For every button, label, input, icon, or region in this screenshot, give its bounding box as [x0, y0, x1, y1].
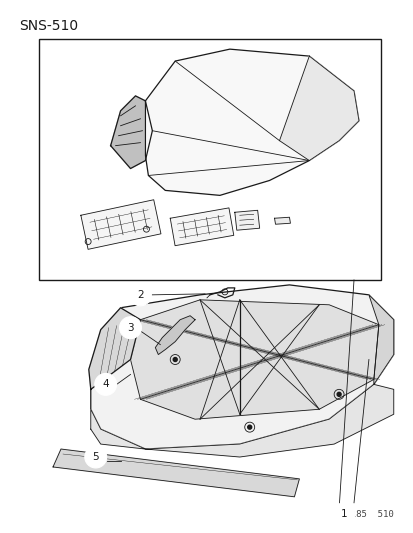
Polygon shape — [234, 211, 259, 230]
Polygon shape — [110, 96, 152, 168]
Polygon shape — [155, 316, 195, 354]
Text: SNS-510: SNS-510 — [19, 19, 78, 33]
Text: 2: 2 — [137, 290, 143, 300]
Circle shape — [173, 358, 177, 361]
Circle shape — [95, 374, 116, 395]
Text: 5: 5 — [92, 452, 99, 462]
Polygon shape — [170, 208, 233, 246]
Polygon shape — [130, 300, 378, 419]
Polygon shape — [368, 295, 393, 384]
Polygon shape — [279, 56, 358, 160]
Polygon shape — [274, 217, 290, 224]
Text: 96185  510: 96185 510 — [339, 510, 393, 519]
Circle shape — [332, 503, 354, 524]
Circle shape — [119, 317, 141, 338]
Text: 3: 3 — [127, 322, 133, 333]
Bar — [39, 39, 380, 280]
Polygon shape — [90, 384, 393, 457]
Polygon shape — [145, 49, 358, 196]
Circle shape — [85, 446, 107, 468]
Polygon shape — [53, 449, 299, 497]
Circle shape — [336, 392, 340, 397]
Polygon shape — [81, 200, 161, 249]
Text: 1: 1 — [340, 508, 347, 519]
Polygon shape — [90, 285, 393, 449]
Circle shape — [129, 284, 151, 306]
Circle shape — [247, 425, 251, 429]
Text: 4: 4 — [102, 379, 109, 390]
Polygon shape — [88, 308, 140, 389]
